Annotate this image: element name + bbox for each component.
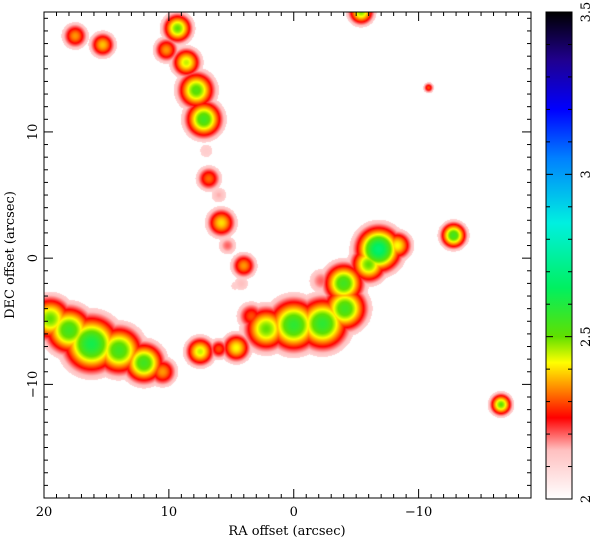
plot-frame (43, 11, 532, 499)
x-tick-label: 20 (36, 505, 53, 520)
intensity-map (44, 12, 531, 498)
colorbar: 2 2.5 3 3.5 (545, 2, 594, 503)
colorbar-gradient (546, 12, 572, 499)
colorbar-tick-label: 3 (579, 170, 594, 178)
x-axis-label: RA offset (arcsec) (228, 524, 345, 539)
y-tick-labels: −10 0 10 (26, 124, 41, 398)
colorbar-tick-label: 2 (579, 495, 594, 503)
y-axis-label: DEC offset (arcsec) (3, 191, 18, 319)
y-tick-label: −10 (26, 371, 41, 398)
x-tick-label: 0 (290, 505, 298, 520)
x-tick-label: −10 (405, 505, 432, 520)
colorbar-tick-label: 3.5 (579, 2, 594, 23)
colorbar-tick-label: 2.5 (579, 326, 594, 347)
x-tick-label: 10 (161, 505, 178, 520)
intensity-raster (44, 12, 531, 498)
colorbar-tick-labels: 2 2.5 3 3.5 (579, 2, 594, 503)
x-tick-labels: 20 10 0 −10 (36, 505, 433, 520)
colorbar-ticks (546, 11, 572, 500)
axis-ticks (43, 12, 531, 498)
y-tick-label: 0 (26, 254, 41, 262)
colorbar-frame (545, 11, 573, 500)
y-tick-label: 10 (26, 124, 41, 141)
